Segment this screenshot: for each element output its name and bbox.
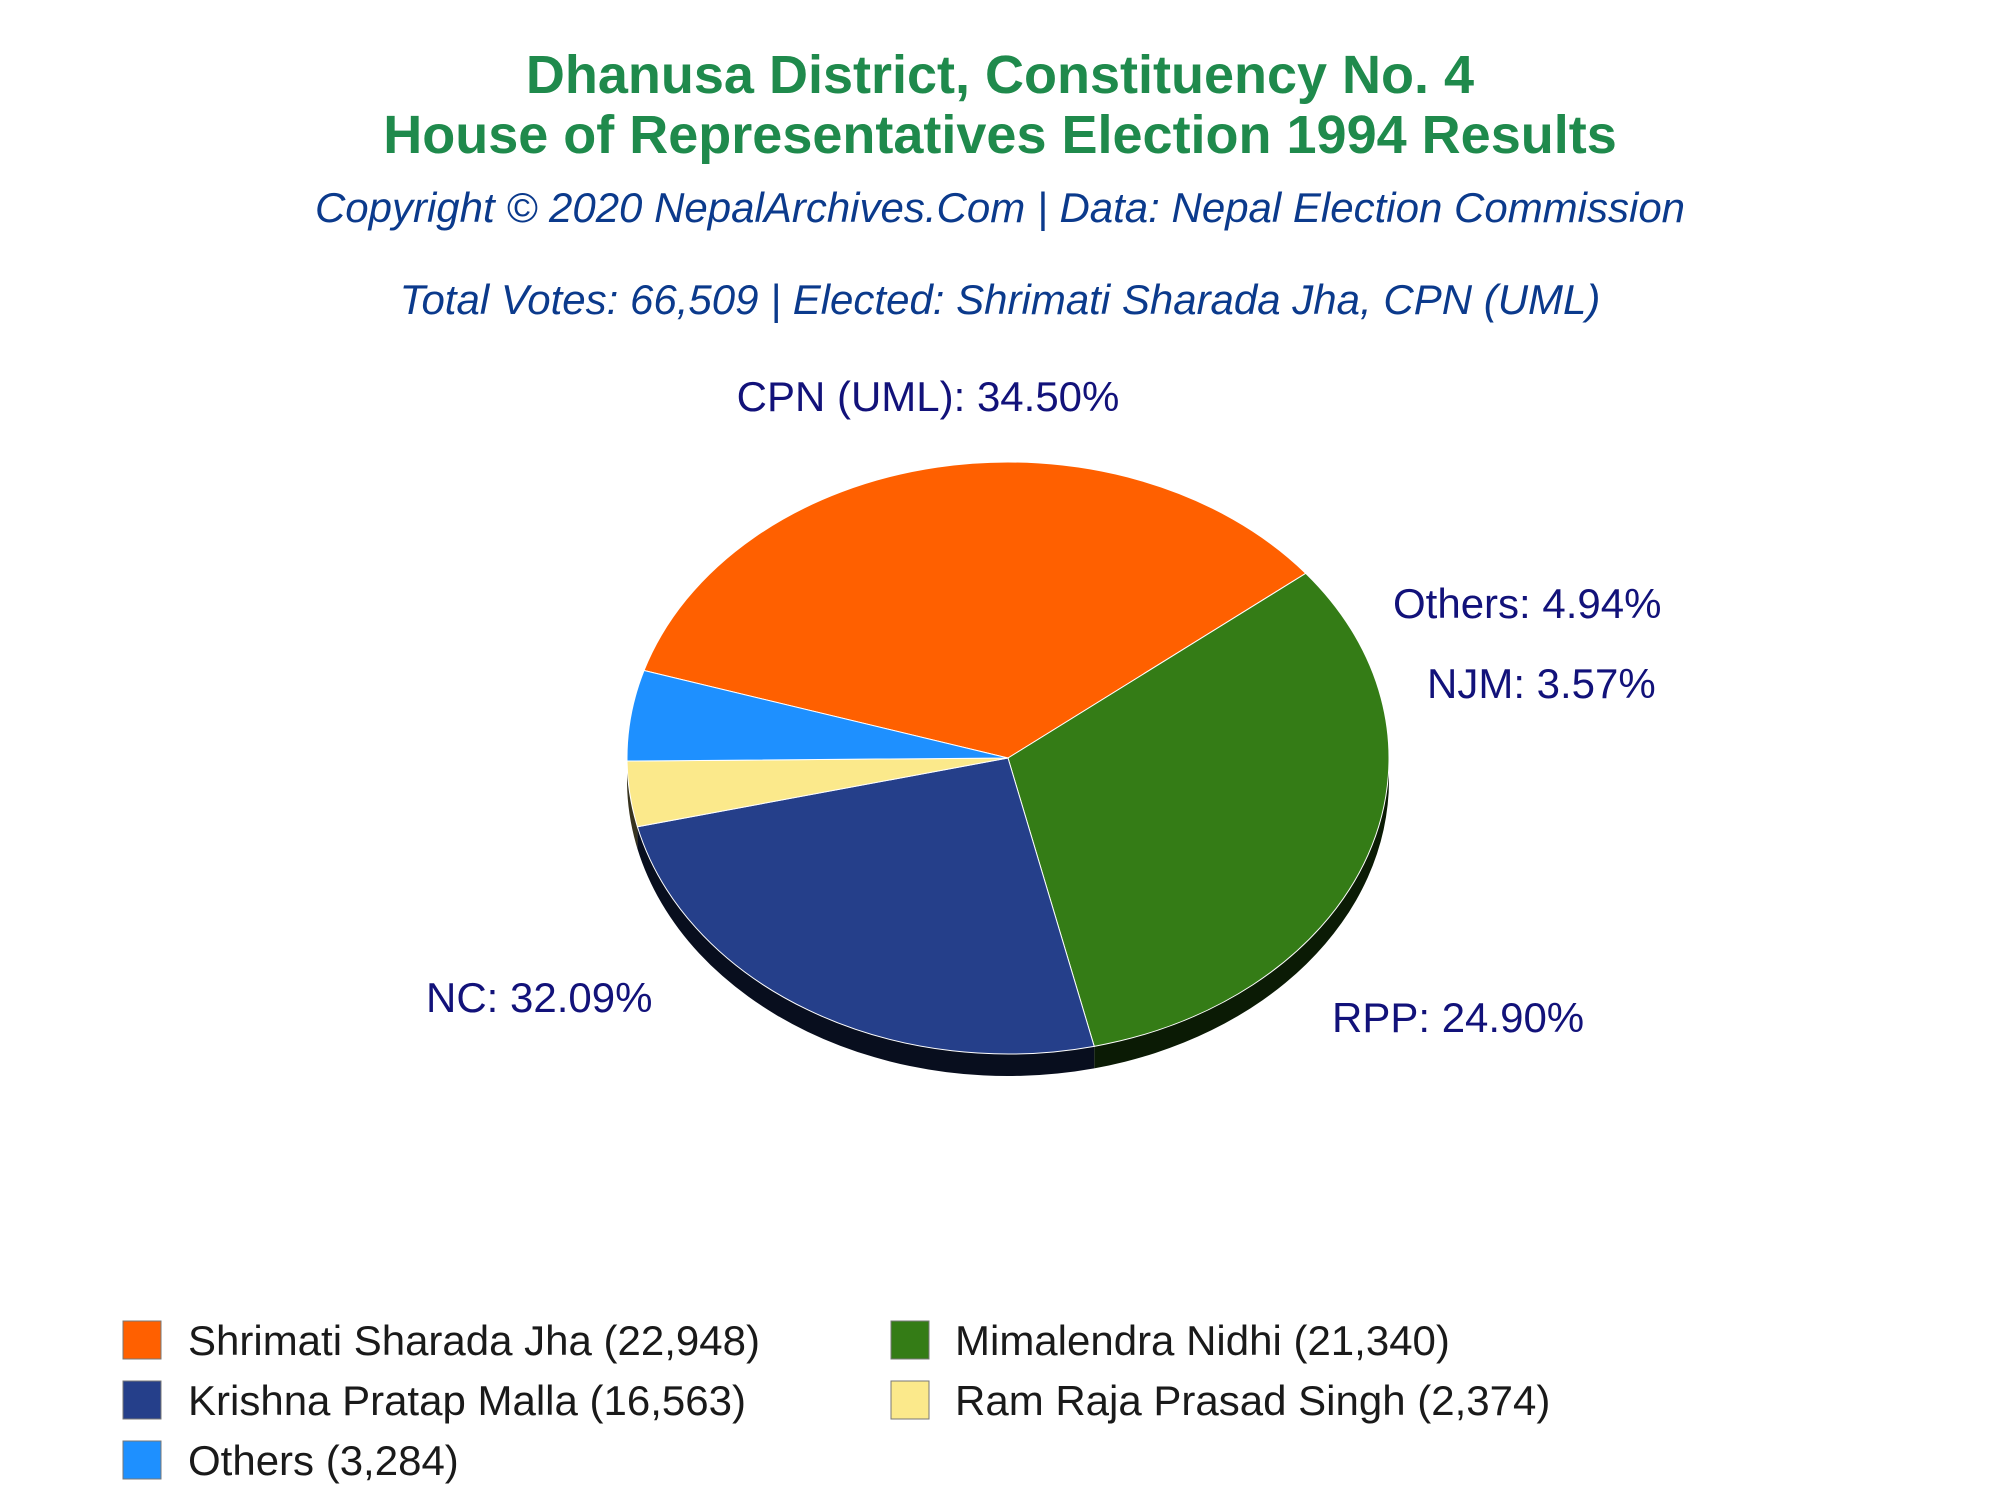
chart-title: Dhanusa District, Constituency No. 4: [526, 45, 1474, 105]
legend: Shrimati Sharada Jha (22,948) Mimalendra…: [122, 1317, 1550, 1484]
slice-label-others: Others: 4.94%: [1393, 580, 1661, 627]
slice-label-njm: NJM: 3.57%: [1427, 660, 1656, 707]
slice-side-njm: [627, 761, 638, 849]
copyright-line: Copyright © 2020 NepalArchives.Com | Dat…: [315, 184, 1685, 232]
legend-swatch-others: [122, 1440, 162, 1480]
slice-label-rpp: RPP: 24.90%: [1332, 994, 1584, 1041]
slice-label-nc: NC: 32.09%: [426, 974, 652, 1021]
legend-item-krishna-pratap-malla: Krishna Pratap Malla (16,563): [188, 1377, 746, 1424]
slice-rpp: [636, 757, 1095, 1055]
summary-line: Total Votes: 66,509 | Elected: Shrimati …: [400, 276, 1601, 324]
legend-item-ram-raja-prasad-singh: Ram Raja Prasad Singh (2,374): [955, 1377, 1550, 1424]
slice-side-nc: [1094, 758, 1389, 1069]
legend-item-sharada-jha: Shrimati Sharada Jha (22,948): [188, 1317, 760, 1364]
slice-nc: [1007, 572, 1390, 1047]
chart-subtitle: House of Representatives Election 1994 R…: [383, 105, 1616, 165]
legend-swatch-ram-raja-prasad-singh: [890, 1380, 930, 1420]
legend-swatch-mimalendra-nidhi: [890, 1320, 930, 1360]
slice-others: [626, 669, 1009, 762]
pie-slices: [626, 461, 1390, 1076]
legend-item-mimalendra-nidhi: Mimalendra Nidhi (21,340): [955, 1317, 1450, 1364]
slice-cpn-uml: [643, 461, 1307, 759]
legend-swatch-sharada-jha: [122, 1320, 162, 1360]
legend-swatch-krishna-pratap-malla: [122, 1380, 162, 1420]
slice-label-cpn-uml: CPN (UML): 34.50%: [737, 373, 1120, 420]
legend-item-others: Others (3,284): [188, 1437, 459, 1484]
